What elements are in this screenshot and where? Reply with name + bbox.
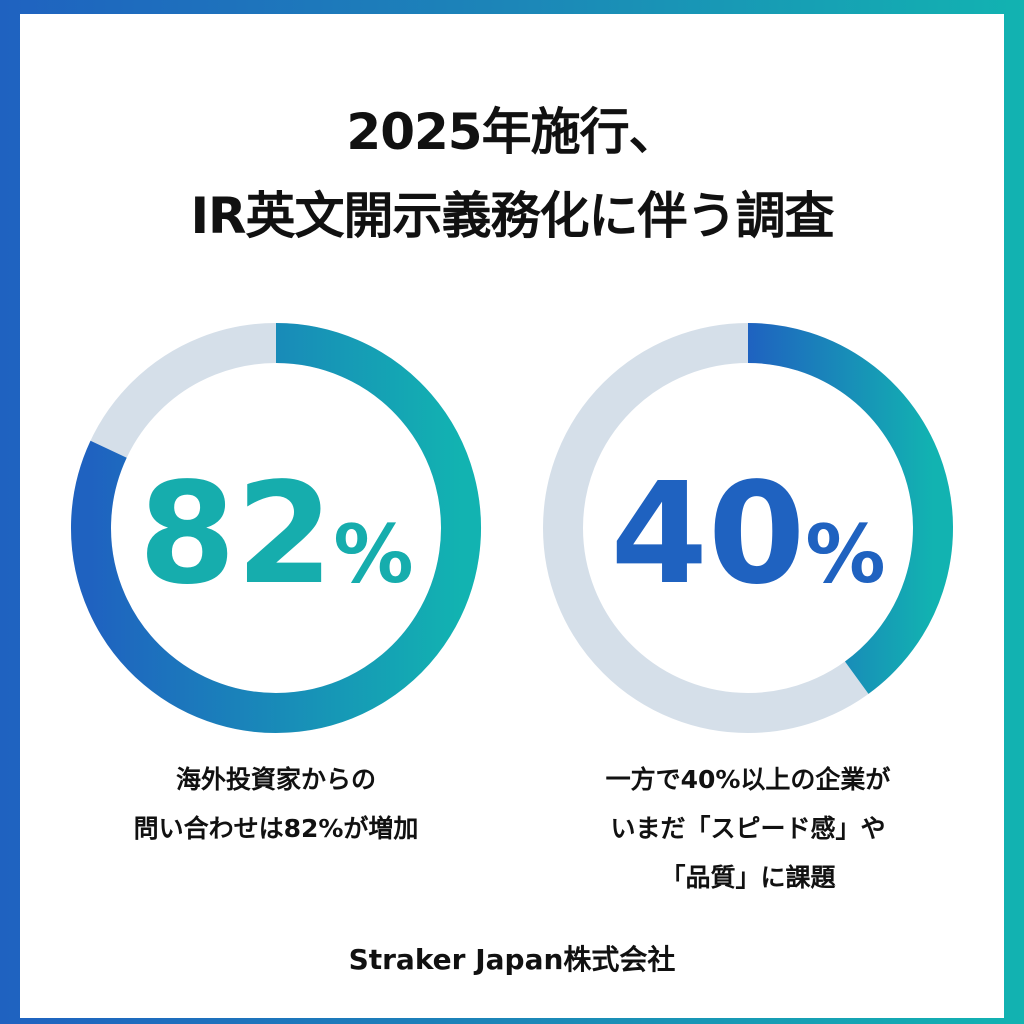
caption-1: 海外投資家からの 問い合わせは82%が増加 xyxy=(36,755,516,853)
title-line-1: 2025年施行、 xyxy=(346,103,678,161)
donut-value-arc xyxy=(747,323,953,694)
donut-value-arc xyxy=(71,323,481,733)
donut-1-value-label: 82% xyxy=(139,453,414,616)
donut-chart-2 xyxy=(543,323,953,733)
title-line-2: IR英文開示義務化に伴う調査 xyxy=(190,187,834,245)
caption-2: 一方で40%以上の企業が いまだ「スピード感」や 「品質」に課題 xyxy=(508,755,988,902)
donut-chart-1 xyxy=(71,323,481,733)
caption-2-line: 「品質」に課題 xyxy=(660,863,836,892)
caption-2-line: いまだ「スピード感」や xyxy=(610,814,886,843)
caption-1-line: 問い合わせは82%が増加 xyxy=(133,814,419,843)
company-name: Straker Japan株式会社 xyxy=(348,943,676,976)
panel xyxy=(20,14,1004,1018)
caption-2-line: 一方で40%以上の企業が xyxy=(605,765,891,794)
caption-1-line: 海外投資家からの xyxy=(175,765,376,794)
donut-2-value-label: 40% xyxy=(611,453,886,616)
